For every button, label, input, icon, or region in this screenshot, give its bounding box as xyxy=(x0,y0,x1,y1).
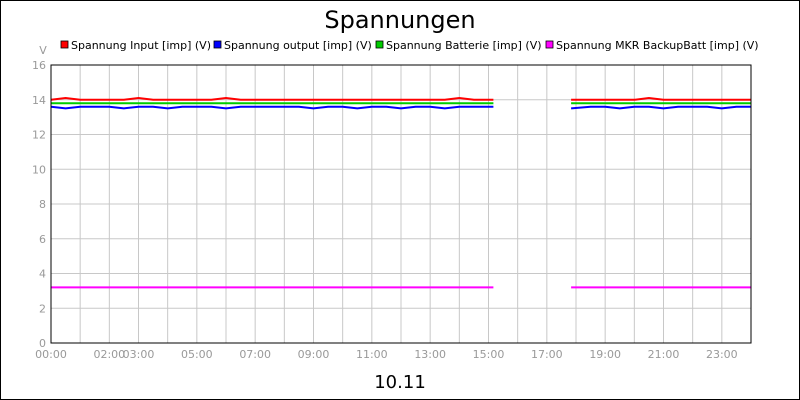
x-tick-label: 21:00 xyxy=(648,348,680,361)
x-tick-label: 11:00 xyxy=(356,348,388,361)
plot-border xyxy=(50,64,752,344)
y-tick-label: 4 xyxy=(39,268,46,281)
legend-swatch xyxy=(375,40,384,49)
y-tick-label: 0 xyxy=(39,337,46,350)
y-axis-unit: V xyxy=(39,44,47,57)
x-tick-label: 05:00 xyxy=(181,348,213,361)
y-tick-label: 10 xyxy=(32,163,46,176)
x-tick-label: 15:00 xyxy=(473,348,505,361)
y-tick-label: 2 xyxy=(39,302,46,315)
series-1 xyxy=(50,105,751,110)
legend-swatch xyxy=(545,40,554,49)
legend-label: Spannung Batterie [imp] (V) xyxy=(386,39,542,52)
x-tick-label: 09:00 xyxy=(298,348,330,361)
x-tick-label: 17:00 xyxy=(531,348,563,361)
x-tick-label: 19:00 xyxy=(589,348,621,361)
legend-swatch xyxy=(213,40,222,49)
x-tick-label: 07:00 xyxy=(239,348,271,361)
legend-label: Spannung MKR BackupBatt [imp] (V) xyxy=(556,39,759,52)
legend: Spannung Input [imp] (V) Spannung output … xyxy=(60,39,759,52)
series-layer xyxy=(50,96,751,289)
series-line xyxy=(571,96,751,101)
y-tick-label: 6 xyxy=(39,233,46,246)
series-line xyxy=(50,96,494,101)
series-line xyxy=(50,105,494,110)
y-tick-label: 16 xyxy=(32,59,46,72)
series-line xyxy=(571,105,751,110)
legend-label: Spannung Input [imp] (V) xyxy=(71,39,211,52)
y-tick-label: 14 xyxy=(32,94,46,107)
x-axis-label: 10.11 xyxy=(374,372,426,393)
series-0 xyxy=(50,96,751,101)
grid xyxy=(51,64,751,344)
legend-swatch xyxy=(60,40,69,49)
x-tick-label: 23:00 xyxy=(706,348,738,361)
x-tick-label: 03:00 xyxy=(123,348,155,361)
y-tick-label: 8 xyxy=(39,198,46,211)
x-tick-label: 00:00 xyxy=(35,348,67,361)
x-tick-label: 13:00 xyxy=(414,348,446,361)
x-tick-label: 02:00 xyxy=(93,348,125,361)
y-tick-label: 12 xyxy=(32,129,46,142)
legend-label: Spannung output [imp] (V) xyxy=(224,39,372,52)
chart-title: Spannungen xyxy=(324,6,475,34)
